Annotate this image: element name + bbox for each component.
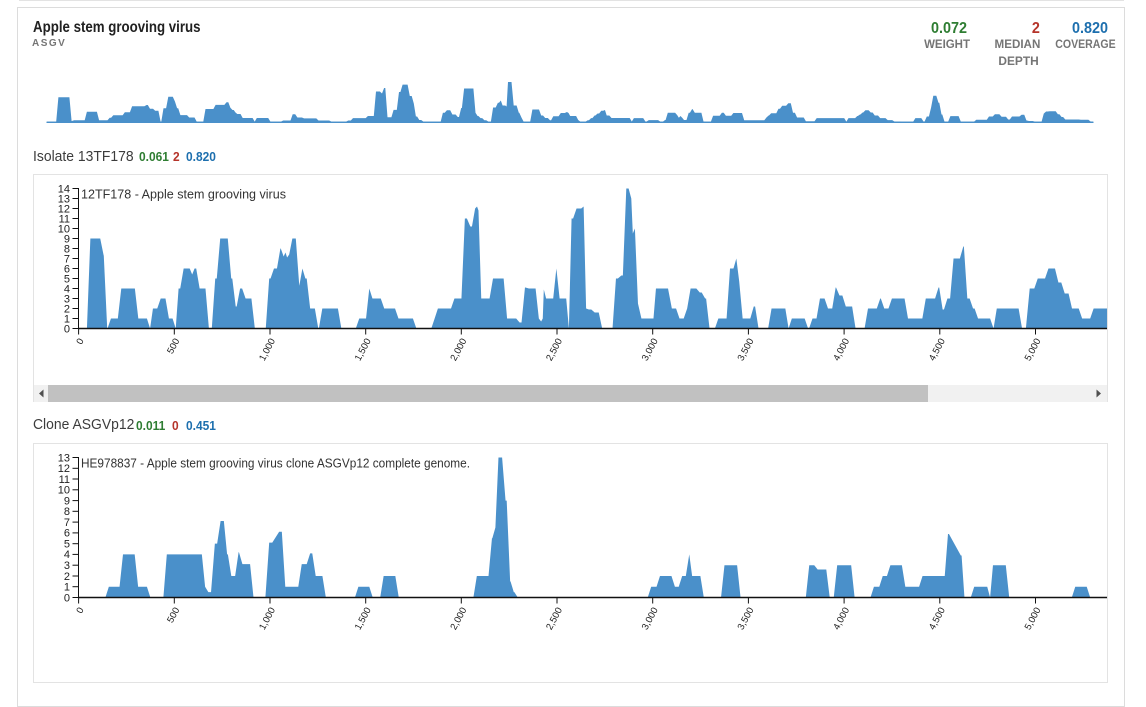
svg-text:6: 6 [64,528,70,540]
svg-text:1: 1 [64,582,70,594]
svg-text:14: 14 [58,183,70,195]
svg-text:11: 11 [59,213,70,225]
svg-text:3,500: 3,500 [736,606,757,632]
svg-text:3,000: 3,000 [640,606,661,632]
svg-text:4: 4 [64,549,70,561]
svg-text:5: 5 [64,539,70,551]
svg-text:7: 7 [64,253,70,265]
svg-text:8: 8 [64,506,70,518]
svg-text:2,500: 2,500 [544,337,565,363]
svg-text:4: 4 [64,283,70,295]
svg-text:4,000: 4,000 [831,337,852,363]
svg-text:10: 10 [58,223,70,235]
svg-text:500: 500 [165,606,182,625]
svg-text:2: 2 [64,571,70,583]
svg-text:7: 7 [64,517,70,529]
svg-text:8: 8 [64,243,70,255]
svg-text:HE978837 - Apple stem grooving: HE978837 - Apple stem grooving virus clo… [81,457,470,471]
svg-text:500: 500 [165,337,182,356]
svg-text:13: 13 [58,193,70,205]
svg-text:1,000: 1,000 [257,606,278,632]
svg-text:0: 0 [64,323,70,335]
svg-text:12: 12 [58,203,70,215]
svg-text:5,000: 5,000 [1023,337,1044,363]
svg-text:4,000: 4,000 [831,606,852,632]
svg-text:1,500: 1,500 [353,606,374,632]
svg-text:4,500: 4,500 [927,337,948,363]
svg-text:13: 13 [58,452,70,464]
svg-text:2,000: 2,000 [448,337,469,363]
svg-text:5: 5 [64,273,70,285]
svg-text:2,000: 2,000 [448,606,469,632]
svg-text:6: 6 [64,263,70,275]
svg-text:11: 11 [59,474,70,486]
svg-text:0: 0 [74,606,86,616]
svg-text:2,500: 2,500 [544,606,565,632]
svg-text:3,500: 3,500 [736,337,757,363]
svg-text:3: 3 [64,560,70,572]
svg-text:0: 0 [74,337,86,347]
svg-text:3,000: 3,000 [640,337,661,363]
svg-text:1,500: 1,500 [353,337,374,363]
svg-text:0: 0 [64,592,70,604]
svg-text:4,500: 4,500 [927,606,948,632]
svg-text:9: 9 [64,233,70,245]
svg-text:9: 9 [64,495,70,507]
svg-text:1: 1 [64,313,70,325]
svg-text:12: 12 [58,463,70,475]
svg-text:10: 10 [58,485,70,497]
svg-text:12TF178 - Apple stem grooving: 12TF178 - Apple stem grooving virus [81,188,286,202]
svg-text:2: 2 [64,303,70,315]
svg-text:3: 3 [64,293,70,305]
svg-text:5,000: 5,000 [1023,606,1044,632]
svg-text:1,000: 1,000 [257,337,278,363]
